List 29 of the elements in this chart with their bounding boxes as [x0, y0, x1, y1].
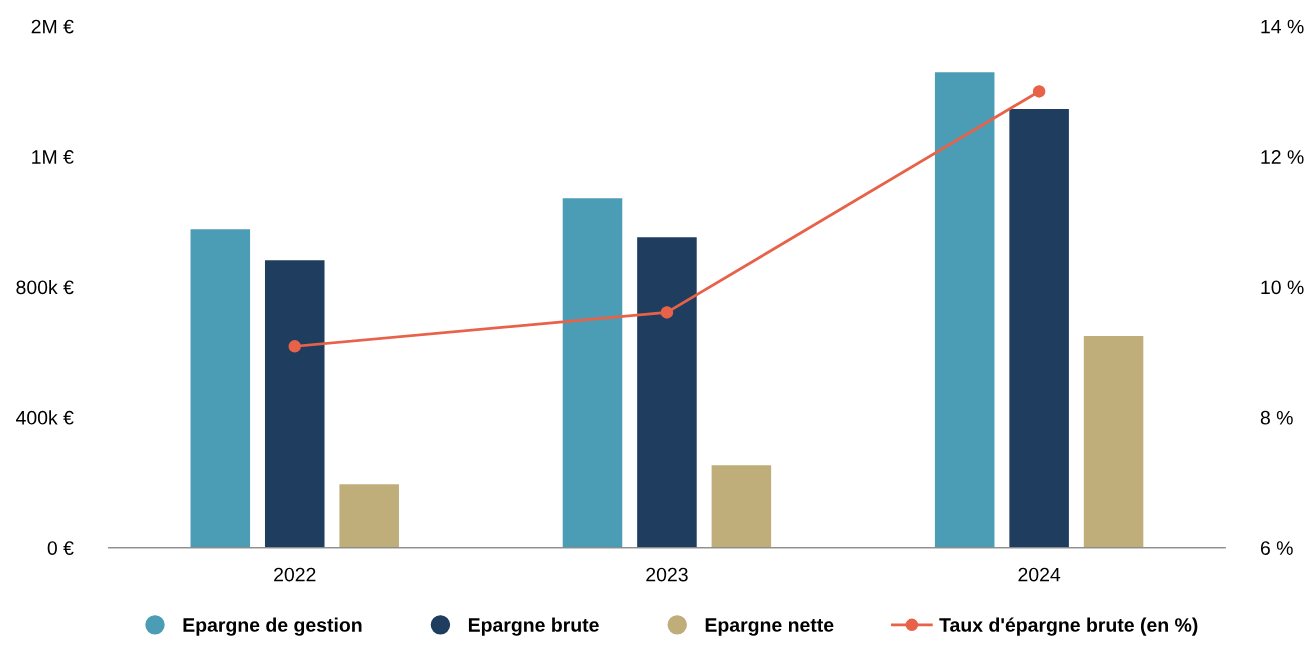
y-tick-label: 1M €	[32, 150, 74, 164]
bar	[1083, 335, 1144, 548]
bar	[264, 260, 325, 548]
point	[660, 306, 674, 319]
bar	[562, 198, 623, 548]
point	[1032, 85, 1046, 98]
legend-label: Epargne nette	[705, 618, 834, 636]
y-tick-label: 400k €	[16, 410, 74, 425]
bar	[637, 237, 697, 548]
y-tick-label: 800k €	[16, 279, 74, 295]
legend-label: Epargne de gestion	[183, 617, 362, 636]
x-tick-label: 2022	[274, 567, 316, 582]
x-tick-label: 2023	[646, 567, 688, 582]
bar	[934, 72, 995, 548]
y-tick-label: 2M €	[31, 19, 74, 34]
bar	[190, 229, 251, 548]
y-tick-label: 0 €	[47, 541, 74, 555]
y2-tick-label: 10 %	[1261, 280, 1304, 295]
point	[288, 340, 301, 353]
x-tick-label: 2024	[1018, 567, 1061, 582]
legend-label: Epargne brute	[468, 617, 599, 636]
y2-tick-label: 14 %	[1261, 19, 1304, 34]
y2-tick-label: 6 %	[1260, 541, 1293, 555]
y2-tick-label: 8 %	[1260, 410, 1293, 425]
bar	[339, 484, 399, 548]
bar	[1009, 109, 1069, 548]
y2-tick-label: 12 %	[1261, 150, 1304, 164]
legend-label: Taux d'épargne brute (en %)	[939, 617, 1198, 636]
bar	[711, 465, 772, 548]
